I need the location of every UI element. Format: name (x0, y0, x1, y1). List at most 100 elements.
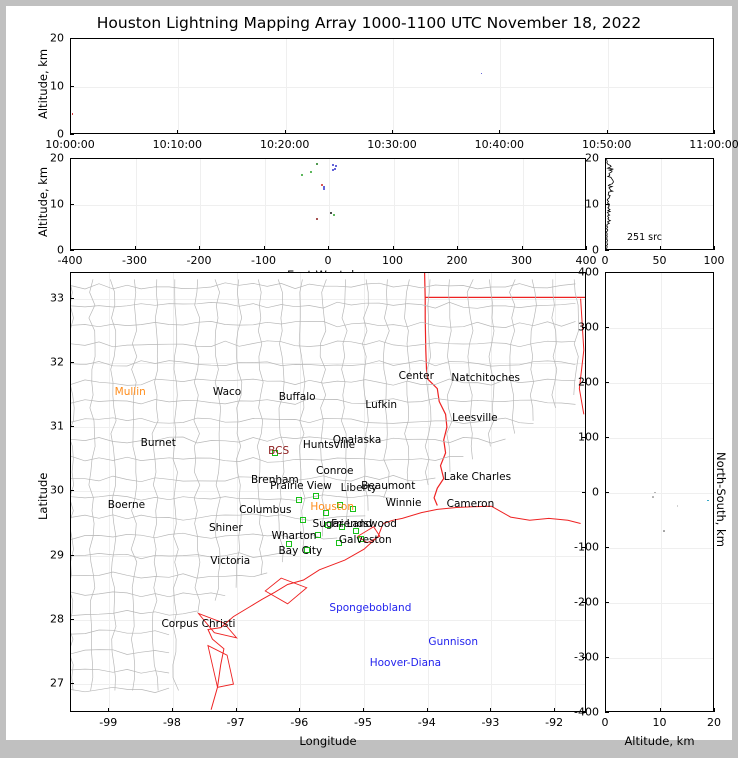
map-ns-tick (582, 657, 586, 658)
y-tick (70, 38, 74, 39)
x-tick (521, 246, 523, 250)
x-tick-label: -93 (481, 716, 500, 729)
lma-station-marker (299, 517, 306, 524)
x-tick (605, 708, 606, 712)
figure-canvas: Houston Lightning Mapping Array 1000-110… (6, 6, 738, 748)
plot-decoration (71, 455, 464, 463)
y-tick (70, 618, 74, 620)
x-tick-label: 100 (382, 254, 403, 267)
plot-decoration (277, 279, 285, 563)
map-city-label: Corpus Christi (161, 618, 236, 631)
y-tick-label: 0 (592, 243, 599, 257)
map-ns-tick (582, 437, 586, 438)
y-tick-label: 28 (50, 612, 64, 626)
panel-map[interactable]: Mullin Waco Buffalo Lufkin Center Natchitoche… (70, 272, 586, 712)
plot-decoration (71, 532, 338, 540)
gridline-horizontal (71, 427, 585, 429)
plot-decoration (193, 279, 201, 614)
x-tick-label: 400 (575, 254, 597, 267)
panel-altitude-northsouth[interactable] (605, 272, 714, 712)
plot-decoration (172, 279, 179, 691)
y-tick (605, 204, 609, 205)
plot-decoration (71, 321, 576, 328)
y-tick (70, 250, 74, 251)
y-tick-label: 20 (585, 151, 599, 165)
plot-decoration (488, 279, 495, 447)
gridline-vertical (607, 39, 609, 133)
map-city-label: Burnet (140, 437, 176, 450)
map-city-label: Brenham (250, 474, 299, 487)
gridline-vertical (660, 273, 662, 711)
x-tick (363, 708, 365, 712)
map-ns-tick (582, 547, 586, 548)
gridline-vertical (264, 159, 266, 249)
plot-decoration (606, 159, 615, 249)
x-tick (499, 130, 501, 134)
x-tick (392, 130, 393, 134)
y-tick-label: 32 (50, 355, 64, 369)
y-tick-label: 0 (57, 243, 64, 257)
map-city-label: Boerne (107, 498, 146, 511)
x-tick (606, 130, 608, 134)
data-point (71, 112, 74, 115)
plot-decoration (71, 513, 366, 521)
map-city-label: Hoover-Diana (369, 656, 442, 669)
x-tick (714, 246, 715, 250)
y-tick (605, 602, 609, 603)
plot-decoration (71, 359, 576, 367)
lma-station-marker (349, 506, 356, 513)
x-tick-label: 0 (601, 716, 609, 729)
data-point (676, 505, 679, 507)
map-city-label: Winnie (385, 496, 422, 509)
map-city-label: Victoria (210, 554, 251, 567)
map-city-label: Columbus (239, 504, 292, 517)
plot-decoration (71, 340, 576, 348)
map-ns-tick (582, 602, 586, 603)
y-tick (70, 426, 74, 428)
panel-eastwest-altitude[interactable] (70, 158, 586, 250)
data-point (331, 168, 334, 171)
x-tick-label: 20 (707, 716, 721, 729)
y-tick-label: -100 (574, 540, 599, 554)
map-city-label: Wharton (271, 529, 317, 542)
gridline-horizontal (606, 205, 713, 206)
y-tick-label: 31 (50, 419, 64, 433)
plot-decoration (207, 644, 234, 688)
plot-decoration (424, 273, 448, 506)
plot-decoration (529, 279, 537, 421)
gridline-horizontal (606, 603, 713, 604)
plot-decoration (207, 505, 581, 710)
data-point (322, 185, 325, 188)
plot-decoration (319, 279, 327, 537)
x-tick (659, 708, 661, 712)
lma-station-marker (315, 532, 322, 539)
x-tick (134, 246, 136, 250)
x-tick (714, 708, 715, 712)
x-tick-label: 10:10:00 (152, 138, 203, 151)
lma-station-marker (296, 497, 303, 504)
data-point (330, 212, 333, 215)
panel-time-altitude[interactable] (70, 38, 714, 134)
axis-label-north-south: North-South, km (714, 452, 728, 547)
plot-decoration (71, 629, 170, 636)
gridline-vertical (660, 159, 662, 249)
y-tick-label: 20 (50, 151, 64, 165)
y-tick-label: 400 (578, 265, 599, 279)
x-tick-label: 10:30:00 (367, 138, 417, 151)
y-tick-label: 0 (592, 485, 599, 499)
plot-decoration (71, 397, 576, 405)
gridline-horizontal (71, 362, 585, 364)
y-tick (605, 712, 609, 713)
x-tick-label: -95 (354, 716, 373, 729)
plot-decoration (551, 279, 558, 408)
axis-label-longitude: Longitude (299, 734, 357, 748)
plot-decoration (71, 282, 576, 290)
plot-decoration (71, 571, 268, 579)
histogram-trace (606, 159, 615, 249)
map-city-label: Galveston (338, 533, 392, 546)
x-tick (392, 246, 394, 250)
plot-decoration (71, 285, 75, 691)
x-tick (70, 246, 71, 250)
gridline-vertical (458, 159, 459, 249)
axis-label-altitude-2: Altitude, km (36, 166, 50, 237)
